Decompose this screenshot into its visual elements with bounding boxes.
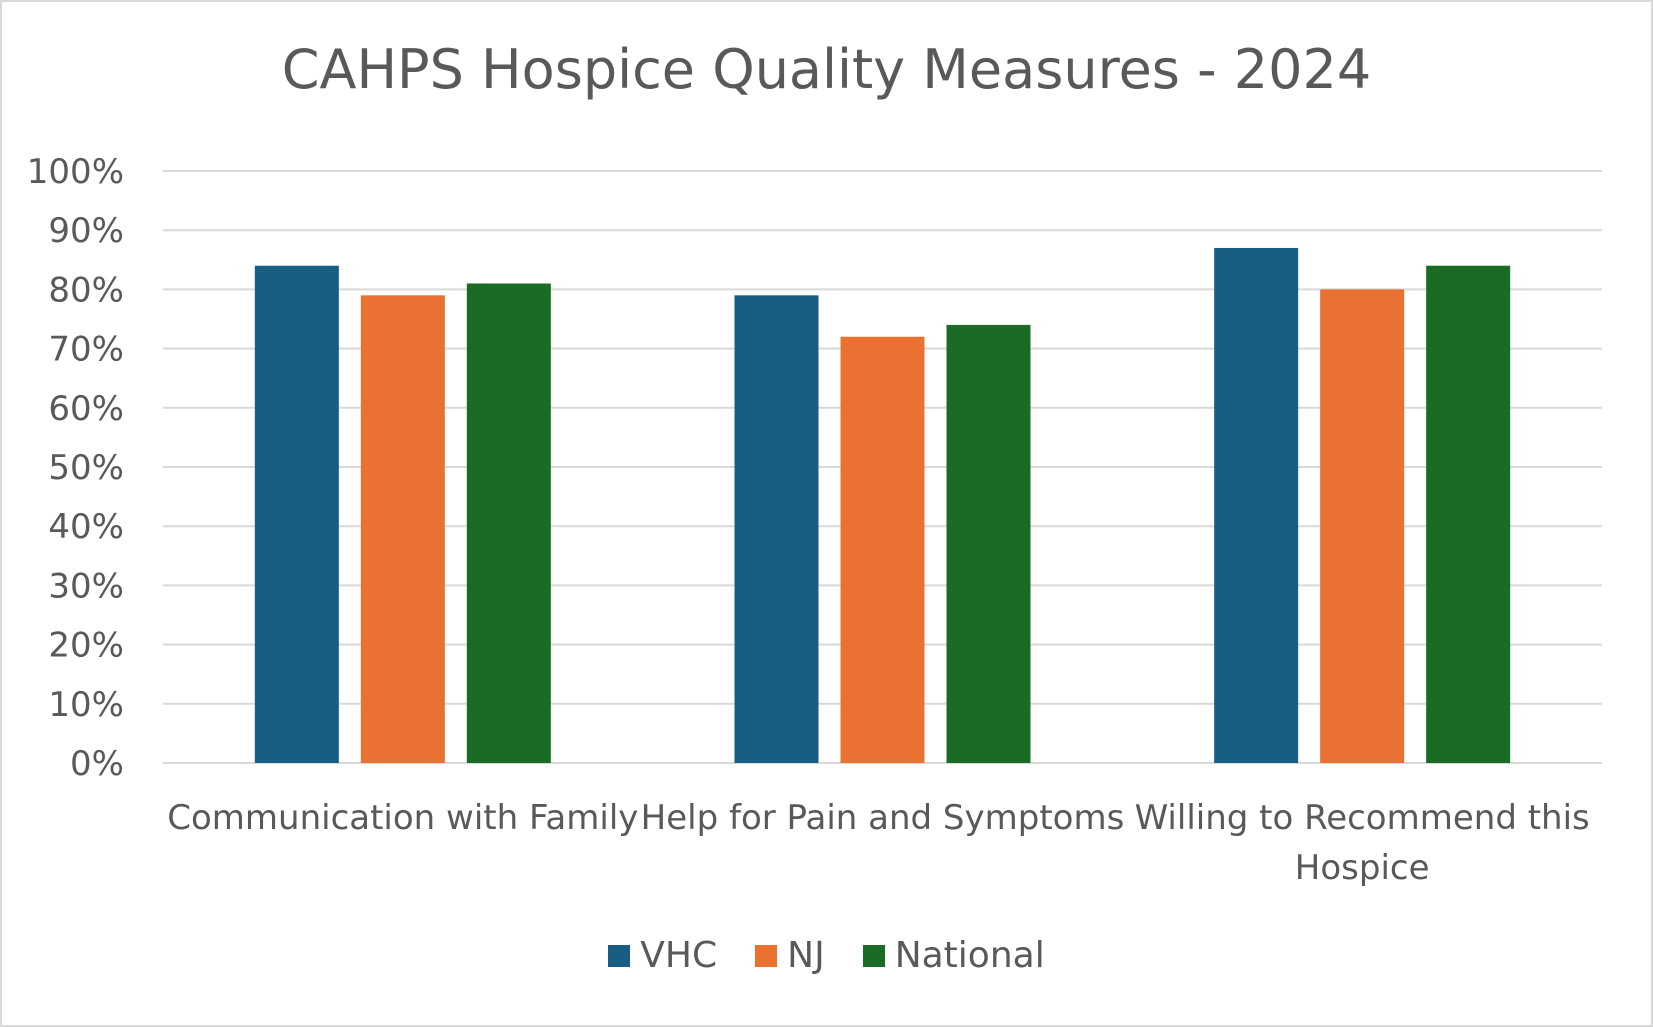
bar-nj: [360, 295, 445, 763]
y-tick-label: 40%: [48, 507, 124, 547]
legend-swatch: [862, 944, 885, 967]
y-tick-label: 10%: [48, 685, 124, 725]
bar-national: [466, 283, 551, 763]
chart-legend: VHC NJ National: [0, 935, 1653, 976]
bar-vhc: [1214, 247, 1299, 763]
x-category-label: Help for Pain and Symptoms: [641, 798, 1125, 838]
legend-swatch: [608, 944, 631, 967]
y-tick-label: 70%: [48, 330, 124, 370]
bar-vhc: [254, 265, 339, 763]
y-tick-label: 90%: [48, 211, 124, 251]
bar-national: [946, 324, 1031, 763]
legend-item-nj: NJ: [755, 935, 825, 976]
legend-label: VHC: [640, 935, 718, 976]
y-tick-label: 100%: [27, 152, 124, 192]
legend-label: NJ: [787, 935, 825, 976]
bar-national: [1426, 265, 1511, 763]
legend-item-national: National: [862, 935, 1045, 976]
bar-vhc: [734, 295, 819, 763]
x-category-label: Hospice: [1295, 848, 1430, 888]
y-tick-label: 20%: [48, 626, 124, 666]
y-tick-label: 60%: [48, 389, 124, 429]
x-category-label: Willing to Recommend this: [1135, 798, 1590, 838]
y-tick-label: 50%: [48, 448, 124, 488]
bar-nj: [1320, 289, 1405, 763]
y-tick-label: 0%: [70, 744, 124, 784]
bar-nj: [840, 336, 925, 763]
legend-swatch: [755, 944, 778, 967]
y-tick-label: 30%: [48, 566, 124, 606]
x-category-label: Communication with Family: [167, 798, 638, 838]
legend-label: National: [894, 935, 1045, 976]
legend-item-vhc: VHC: [608, 935, 717, 976]
y-tick-label: 80%: [48, 270, 124, 310]
chart-title: CAHPS Hospice Quality Measures - 2024: [281, 38, 1372, 101]
